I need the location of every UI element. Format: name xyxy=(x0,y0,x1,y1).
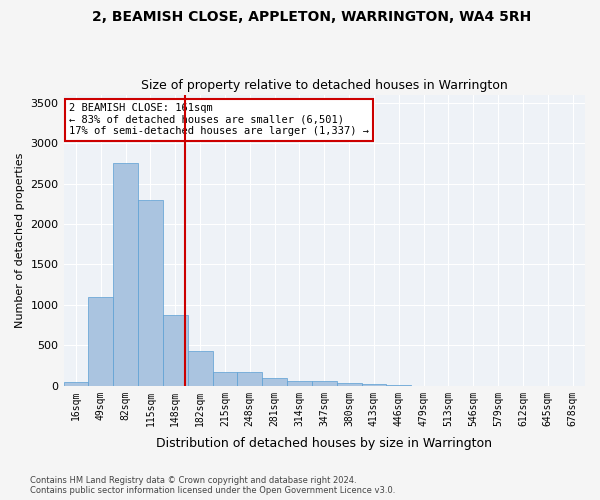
Bar xyxy=(262,378,287,386)
Bar xyxy=(138,200,163,386)
Text: 2 BEAMISH CLOSE: 161sqm
← 83% of detached houses are smaller (6,501)
17% of semi: 2 BEAMISH CLOSE: 161sqm ← 83% of detache… xyxy=(69,104,369,136)
Text: Contains HM Land Registry data © Crown copyright and database right 2024.
Contai: Contains HM Land Registry data © Crown c… xyxy=(30,476,395,495)
Y-axis label: Number of detached properties: Number of detached properties xyxy=(15,152,25,328)
Bar xyxy=(312,382,337,386)
Bar xyxy=(212,372,238,386)
Bar xyxy=(188,351,212,386)
Bar xyxy=(88,297,113,386)
X-axis label: Distribution of detached houses by size in Warrington: Distribution of detached houses by size … xyxy=(156,437,492,450)
Bar xyxy=(238,372,262,386)
Bar xyxy=(64,382,88,386)
Bar xyxy=(362,384,386,386)
Bar xyxy=(113,164,138,386)
Bar xyxy=(287,381,312,386)
Bar xyxy=(337,384,362,386)
Bar xyxy=(163,314,188,386)
Title: Size of property relative to detached houses in Warrington: Size of property relative to detached ho… xyxy=(141,79,508,92)
Text: 2, BEAMISH CLOSE, APPLETON, WARRINGTON, WA4 5RH: 2, BEAMISH CLOSE, APPLETON, WARRINGTON, … xyxy=(92,10,532,24)
